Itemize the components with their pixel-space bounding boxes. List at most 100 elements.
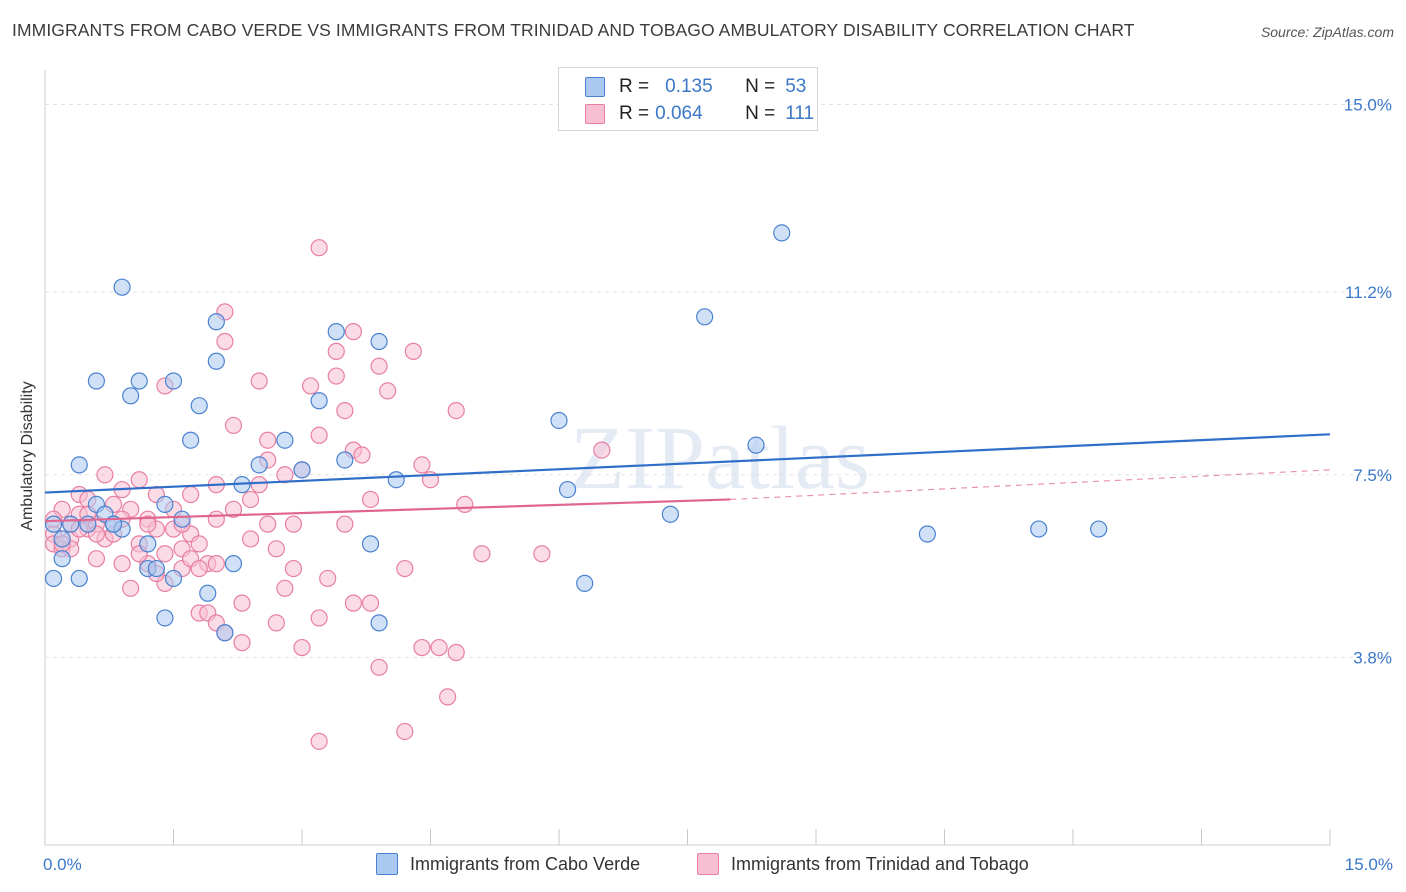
cabo-verde-point: [336, 451, 354, 469]
cabo-verde-point: [216, 624, 234, 642]
trinidad-point: [233, 634, 251, 652]
stats-legend: R = 0.135 N = 53 R = 0.064 N = 111: [558, 67, 818, 131]
cabo-verde-point: [696, 308, 714, 326]
trinidad-point: [284, 515, 303, 533]
cabo-verde-point: [327, 323, 345, 341]
legend-r-label: R =: [619, 103, 650, 124]
cabo-verde-point: [53, 550, 71, 568]
cabo-verde-point: [207, 352, 225, 370]
trinidad-point: [190, 559, 208, 578]
trinidad-point: [327, 342, 345, 360]
cabo-verde-point: [87, 372, 106, 390]
trinidad-point: [293, 638, 311, 657]
cabo-verde-point: [147, 559, 165, 578]
trinidad-point: [370, 357, 388, 375]
trinidad-point: [473, 545, 491, 563]
trinidad-point: [336, 402, 354, 420]
cabo-verde-point: [190, 397, 208, 415]
grid-layer: [45, 104, 1390, 658]
trinidad-point: [284, 559, 303, 578]
trinidad-point: [370, 658, 388, 676]
trinidad-point: [250, 372, 268, 390]
cabo-verde-swatch: [585, 77, 605, 97]
trinidad-point: [122, 579, 140, 597]
trinidad-point: [259, 515, 277, 533]
cabo-verde-swatch: [376, 853, 398, 875]
trinidad-point: [327, 367, 345, 385]
watermark: ZIPatlas: [570, 409, 870, 508]
cabo-verde-point: [156, 609, 174, 627]
cabo-verde-point: [44, 515, 63, 533]
cabo-verde-point: [62, 515, 80, 533]
trinidad-point: [310, 239, 328, 257]
trinidad-point: [156, 545, 174, 563]
trinidad-point: [130, 471, 148, 489]
cabo-verde-point: [44, 569, 63, 588]
trinidad-point: [413, 638, 431, 657]
trinidad-point: [301, 377, 320, 395]
cabo-verde-point: [199, 584, 217, 602]
cabo-verde-point: [576, 574, 594, 592]
trinidad-point: [336, 515, 354, 533]
trinidad-point: [396, 559, 414, 578]
trinidad-point: [267, 614, 285, 632]
cabo-verde-point: [661, 505, 679, 523]
trinidad-point: [404, 342, 422, 360]
cabo-verde-point: [918, 525, 936, 543]
legend-r-label: R =: [619, 76, 650, 97]
trinidad-point: [361, 594, 380, 612]
trinidad-point: [233, 594, 251, 612]
cabo-verde-point: [79, 515, 97, 533]
trinidad-swatch: [697, 853, 719, 875]
cabo-verde-point: [250, 456, 268, 474]
trinidad-point: [413, 456, 431, 474]
trinidad-point: [207, 555, 225, 573]
trinidad-point: [259, 431, 277, 449]
cabo-verde-point: [1090, 520, 1108, 538]
legend-row-cabo-verde: R = 0.135 N = 53: [585, 76, 806, 98]
tick-layer: 3.8% 7.5% 11.2% 15.0% 0.0% 15.0%: [43, 96, 1393, 874]
trinidad-trend-line: [44, 498, 731, 523]
trinidad-point: [216, 332, 234, 351]
cabo-verde-point: [550, 411, 568, 430]
trinidad-point: [207, 510, 225, 528]
trinidad-point: [447, 402, 465, 420]
trinidad-point: [447, 643, 465, 662]
trinidad-point: [190, 535, 208, 553]
legend-r-value: 0.064: [655, 103, 703, 124]
cabo-verde-point: [164, 372, 183, 390]
trinidad-point: [319, 569, 337, 588]
legend-n-label: N =: [745, 103, 776, 124]
cabo-verde-point: [361, 535, 380, 553]
trinidad-point: [310, 426, 328, 444]
legend-label-cabo-verde: Immigrants from Cabo Verde: [410, 853, 641, 874]
cabo-verde-point: [773, 224, 791, 242]
trinidad-point: [250, 476, 268, 494]
source-note: Source: ZipAtlas.com: [1260, 24, 1394, 40]
legend-n-value: 111: [785, 103, 815, 124]
trinidad-point: [396, 722, 414, 741]
cabo-verde-point: [310, 392, 328, 410]
trinidad-point: [87, 550, 106, 568]
trinidad-point: [439, 688, 457, 706]
trinidad-point: [533, 545, 551, 563]
x-tick-label: 0.0%: [43, 855, 82, 874]
trinidad-trend-extension: [730, 469, 1331, 501]
trinidad-point: [276, 466, 294, 484]
cabo-verde-point: [293, 461, 311, 479]
cabo-verde-point: [164, 569, 183, 588]
cabo-verde-point: [182, 431, 200, 449]
trinidad-point: [113, 555, 131, 573]
trinidad-point: [96, 466, 114, 484]
cabo-verde-point: [122, 387, 140, 405]
legend-r-value: 0.135: [665, 76, 713, 97]
trinidad-point: [224, 500, 243, 518]
x-tick-label: 15.0%: [1345, 855, 1393, 874]
cabo-verde-point: [387, 471, 405, 489]
cabo-verde-point: [370, 332, 388, 351]
legend-n-label: N =: [745, 76, 776, 97]
y-tick-label: 15.0%: [1344, 96, 1392, 115]
cabo-verde-point: [370, 614, 388, 632]
y-tick-label: 3.8%: [1353, 648, 1392, 667]
